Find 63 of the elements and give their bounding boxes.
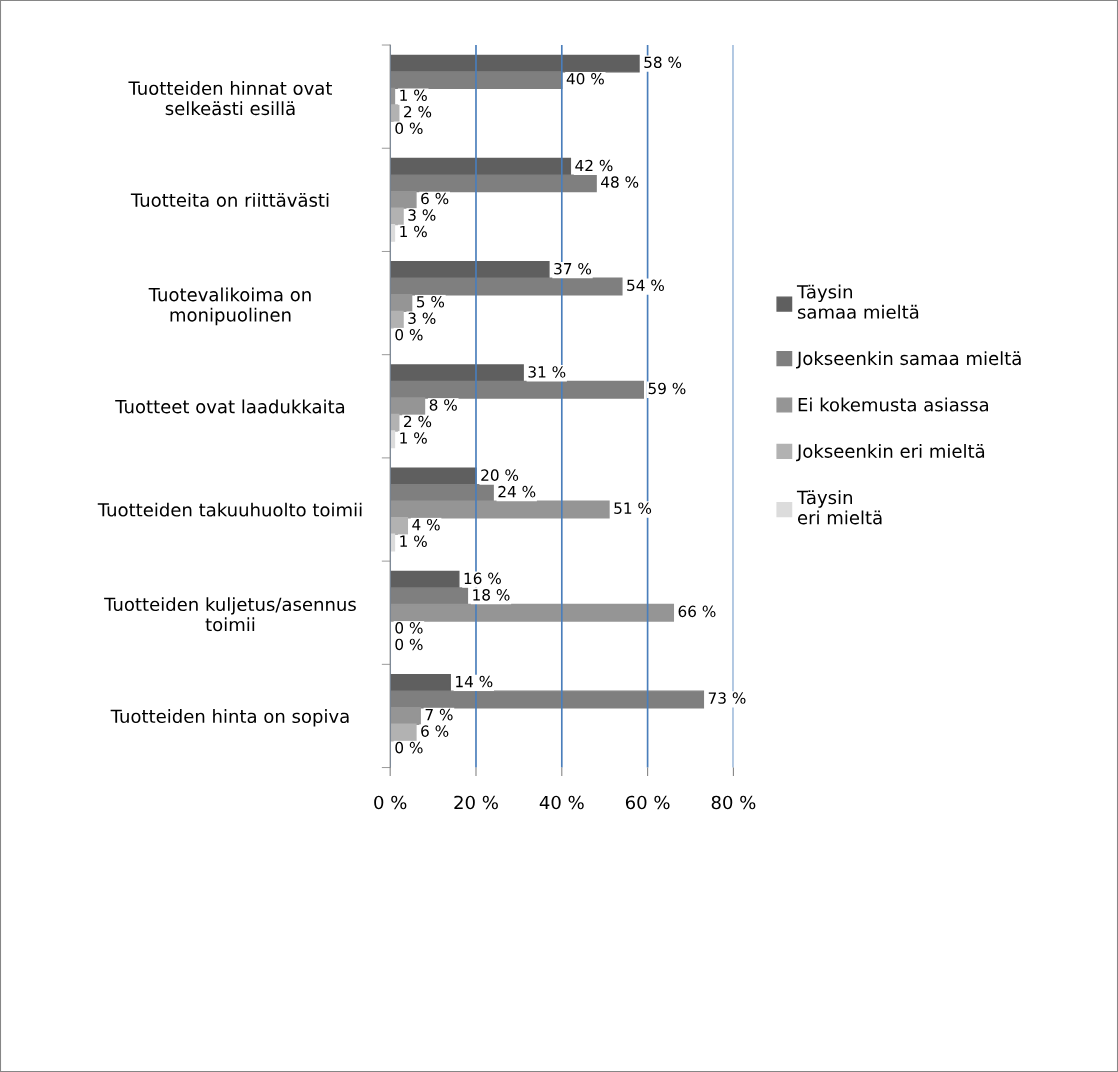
data-label: 40 % bbox=[566, 72, 604, 85]
data-label: 54 % bbox=[627, 279, 664, 291]
legend-label: Jokseenkin samaa mieltä bbox=[796, 351, 1021, 369]
data-label: 58 % bbox=[644, 56, 682, 69]
data-label: 4 % bbox=[412, 518, 440, 531]
data-label: 3 % bbox=[408, 312, 436, 325]
legend-label: Täysin eri mieltä bbox=[796, 490, 882, 525]
data-label: 0 % bbox=[395, 638, 423, 651]
data-label: 5 % bbox=[416, 295, 445, 308]
data-label: 0 % bbox=[395, 122, 423, 135]
data-label: 6 % bbox=[421, 725, 449, 737]
y-tick-label: Tuotteiden hinta on sopiva bbox=[110, 709, 349, 727]
data-label: 0 % bbox=[395, 328, 423, 341]
data-label: 31 % bbox=[528, 366, 566, 378]
bar bbox=[390, 517, 409, 535]
data-label: 1 % bbox=[400, 225, 427, 238]
data-label: 6 % bbox=[421, 192, 449, 205]
data-label: 18 % bbox=[473, 589, 510, 601]
bar bbox=[390, 397, 426, 416]
bar bbox=[390, 190, 417, 209]
data-label: 73 % bbox=[708, 692, 746, 704]
data-label: 24 % bbox=[498, 485, 536, 498]
y-tick-label: Tuotteita on riittävästi bbox=[130, 192, 329, 207]
data-label: 37 % bbox=[554, 262, 592, 275]
data-label: 16 % bbox=[464, 572, 501, 585]
data-label: 42 % bbox=[575, 159, 613, 172]
data-label: 1 % bbox=[400, 432, 427, 444]
bar bbox=[390, 706, 421, 725]
x-tick-label: 0 % bbox=[374, 795, 407, 810]
x-tick-label: 20 % bbox=[454, 795, 498, 810]
data-label: 14 % bbox=[456, 675, 493, 688]
bar bbox=[390, 500, 610, 519]
data-label: 0 % bbox=[395, 622, 423, 634]
legend-label: Täysin samaa mieltä bbox=[796, 284, 919, 319]
x-tick-label: 60 % bbox=[625, 795, 670, 810]
legend-label: Jokseenkin eri mieltä bbox=[796, 443, 985, 462]
bar bbox=[390, 310, 404, 329]
data-label: 20 % bbox=[481, 469, 519, 481]
data-label: 7 % bbox=[425, 708, 453, 721]
bar bbox=[390, 294, 413, 313]
data-label: 51 % bbox=[614, 502, 652, 514]
y-tick-label: Tuotteet ovat laadukkaita bbox=[115, 399, 345, 414]
data-label: 0 % bbox=[395, 741, 423, 754]
y-tick-label: Tuotteiden hinnat ovat selkeästi esillä bbox=[128, 81, 332, 116]
x-tick-label: 80 % bbox=[711, 795, 756, 810]
legend-label: Ei kokemusta asiassa bbox=[798, 397, 989, 412]
x-tick-label: 40 % bbox=[539, 795, 584, 810]
bar bbox=[390, 54, 640, 73]
data-label: 3 % bbox=[408, 209, 436, 221]
data-label: 8 % bbox=[429, 399, 457, 411]
y-tick-label: Tuotteiden takuuhuolto toimii bbox=[97, 502, 362, 517]
data-label: 2 % bbox=[404, 106, 432, 118]
bar bbox=[390, 207, 404, 226]
y-tick-label: Tuotevalikoima on monipuolinen bbox=[148, 287, 311, 326]
bar bbox=[390, 603, 675, 622]
y-tick-label: Tuotteiden kuljetus/asennus toimii bbox=[104, 597, 356, 632]
data-label: 59 % bbox=[648, 382, 686, 395]
data-label: 66 % bbox=[678, 605, 716, 618]
data-label: 1 % bbox=[400, 535, 427, 547]
bar bbox=[390, 723, 417, 742]
data-label: 2 % bbox=[404, 415, 432, 428]
data-label: 1 % bbox=[400, 89, 427, 102]
data-label: 48 % bbox=[601, 176, 639, 188]
